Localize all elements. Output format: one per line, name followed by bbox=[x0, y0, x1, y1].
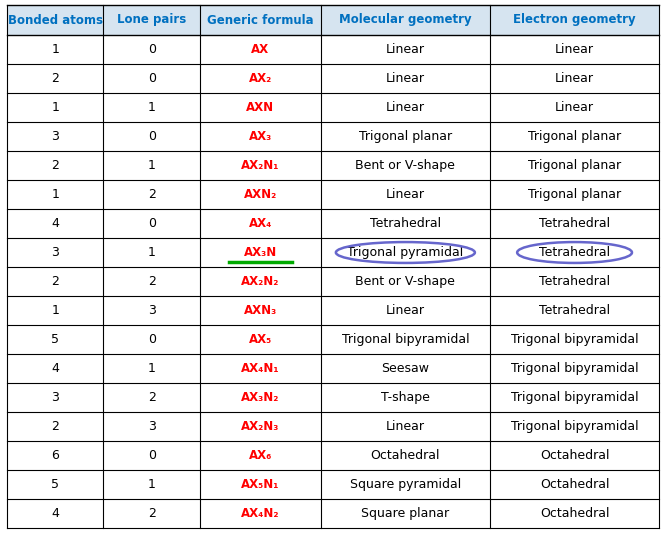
Text: 1: 1 bbox=[148, 159, 156, 172]
Text: 4: 4 bbox=[51, 507, 59, 520]
Text: 5: 5 bbox=[51, 478, 59, 491]
Text: Square pyramidal: Square pyramidal bbox=[350, 478, 461, 491]
Text: 2: 2 bbox=[148, 188, 156, 201]
Text: 1: 1 bbox=[51, 43, 59, 56]
Text: Linear: Linear bbox=[386, 72, 425, 85]
Text: Linear: Linear bbox=[386, 188, 425, 201]
Text: Trigonal planar: Trigonal planar bbox=[528, 188, 621, 201]
Text: 0: 0 bbox=[148, 43, 156, 56]
Text: Octahedral: Octahedral bbox=[540, 507, 609, 520]
Text: 1: 1 bbox=[148, 246, 156, 259]
Text: AX₃N: AX₃N bbox=[244, 246, 277, 259]
Text: Tetrahedral: Tetrahedral bbox=[539, 304, 610, 317]
Text: Tetrahedral: Tetrahedral bbox=[539, 217, 610, 230]
Text: 3: 3 bbox=[148, 304, 156, 317]
Text: Lone pairs: Lone pairs bbox=[117, 13, 186, 27]
Text: AXN₃: AXN₃ bbox=[244, 304, 277, 317]
Text: Trigonal planar: Trigonal planar bbox=[528, 159, 621, 172]
Text: 1: 1 bbox=[148, 362, 156, 375]
Text: 2: 2 bbox=[148, 507, 156, 520]
Text: Generic formula: Generic formula bbox=[207, 13, 314, 27]
Text: 3: 3 bbox=[51, 130, 59, 143]
Text: 0: 0 bbox=[148, 333, 156, 346]
Text: AX₅N₁: AX₅N₁ bbox=[241, 478, 280, 491]
Text: T-shape: T-shape bbox=[381, 391, 430, 404]
Text: 4: 4 bbox=[51, 217, 59, 230]
Text: Trigonal bipyramidal: Trigonal bipyramidal bbox=[511, 420, 639, 433]
Text: 0: 0 bbox=[148, 449, 156, 462]
Text: 1: 1 bbox=[51, 304, 59, 317]
Text: Seesaw: Seesaw bbox=[382, 362, 430, 375]
Text: AX₆: AX₆ bbox=[248, 449, 272, 462]
Text: 3: 3 bbox=[51, 391, 59, 404]
Text: Linear: Linear bbox=[386, 304, 425, 317]
Text: 4: 4 bbox=[51, 362, 59, 375]
Text: Square planar: Square planar bbox=[362, 507, 450, 520]
Text: Linear: Linear bbox=[555, 72, 594, 85]
Text: Bent or V-shape: Bent or V-shape bbox=[356, 275, 456, 288]
Text: Molecular geometry: Molecular geometry bbox=[339, 13, 472, 27]
Text: 1: 1 bbox=[51, 101, 59, 114]
Text: AX₂: AX₂ bbox=[248, 72, 272, 85]
Text: 0: 0 bbox=[148, 72, 156, 85]
Text: Trigonal pyramidal: Trigonal pyramidal bbox=[347, 246, 464, 259]
Text: Trigonal bipyramidal: Trigonal bipyramidal bbox=[511, 391, 639, 404]
Text: Octahedral: Octahedral bbox=[370, 449, 440, 462]
Text: Linear: Linear bbox=[555, 101, 594, 114]
Text: Trigonal bipyramidal: Trigonal bipyramidal bbox=[342, 333, 469, 346]
Text: Bent or V-shape: Bent or V-shape bbox=[356, 159, 456, 172]
Text: Linear: Linear bbox=[386, 420, 425, 433]
Text: Trigonal planar: Trigonal planar bbox=[528, 130, 621, 143]
Text: AX: AX bbox=[251, 43, 269, 56]
Bar bbox=[7, 5, 659, 35]
Text: Octahedral: Octahedral bbox=[540, 478, 609, 491]
Text: AX₄N₁: AX₄N₁ bbox=[241, 362, 280, 375]
Text: AXN₂: AXN₂ bbox=[244, 188, 277, 201]
Text: 5: 5 bbox=[51, 333, 59, 346]
Text: AX₃N₂: AX₃N₂ bbox=[241, 391, 280, 404]
Text: 6: 6 bbox=[51, 449, 59, 462]
Text: Linear: Linear bbox=[555, 43, 594, 56]
Text: Octahedral: Octahedral bbox=[540, 449, 609, 462]
Text: AX₅: AX₅ bbox=[248, 333, 272, 346]
Text: AX₄: AX₄ bbox=[248, 217, 272, 230]
Text: AX₂N₁: AX₂N₁ bbox=[241, 159, 280, 172]
Text: 1: 1 bbox=[148, 478, 156, 491]
Text: 2: 2 bbox=[51, 275, 59, 288]
Text: AX₄N₂: AX₄N₂ bbox=[241, 507, 280, 520]
Text: Linear: Linear bbox=[386, 43, 425, 56]
Text: 2: 2 bbox=[51, 159, 59, 172]
Text: AX₂N₃: AX₂N₃ bbox=[241, 420, 280, 433]
Text: 1: 1 bbox=[148, 101, 156, 114]
Text: AXN: AXN bbox=[246, 101, 274, 114]
Text: 2: 2 bbox=[148, 275, 156, 288]
Text: AX₂N₂: AX₂N₂ bbox=[241, 275, 280, 288]
Text: Electron geometry: Electron geometry bbox=[513, 13, 636, 27]
Text: Tetrahedral: Tetrahedral bbox=[539, 246, 610, 259]
Text: 3: 3 bbox=[51, 246, 59, 259]
Text: Trigonal bipyramidal: Trigonal bipyramidal bbox=[511, 333, 639, 346]
Text: Bonded atoms: Bonded atoms bbox=[8, 13, 103, 27]
Text: 1: 1 bbox=[51, 188, 59, 201]
Text: Trigonal bipyramidal: Trigonal bipyramidal bbox=[511, 362, 639, 375]
Text: Trigonal planar: Trigonal planar bbox=[359, 130, 452, 143]
Text: 3: 3 bbox=[148, 420, 156, 433]
Text: AX₃: AX₃ bbox=[248, 130, 272, 143]
Text: 2: 2 bbox=[148, 391, 156, 404]
Text: 2: 2 bbox=[51, 72, 59, 85]
Text: 0: 0 bbox=[148, 217, 156, 230]
Text: 2: 2 bbox=[51, 420, 59, 433]
Text: Tetrahedral: Tetrahedral bbox=[370, 217, 441, 230]
Text: 0: 0 bbox=[148, 130, 156, 143]
Text: Linear: Linear bbox=[386, 101, 425, 114]
Text: Tetrahedral: Tetrahedral bbox=[539, 275, 610, 288]
